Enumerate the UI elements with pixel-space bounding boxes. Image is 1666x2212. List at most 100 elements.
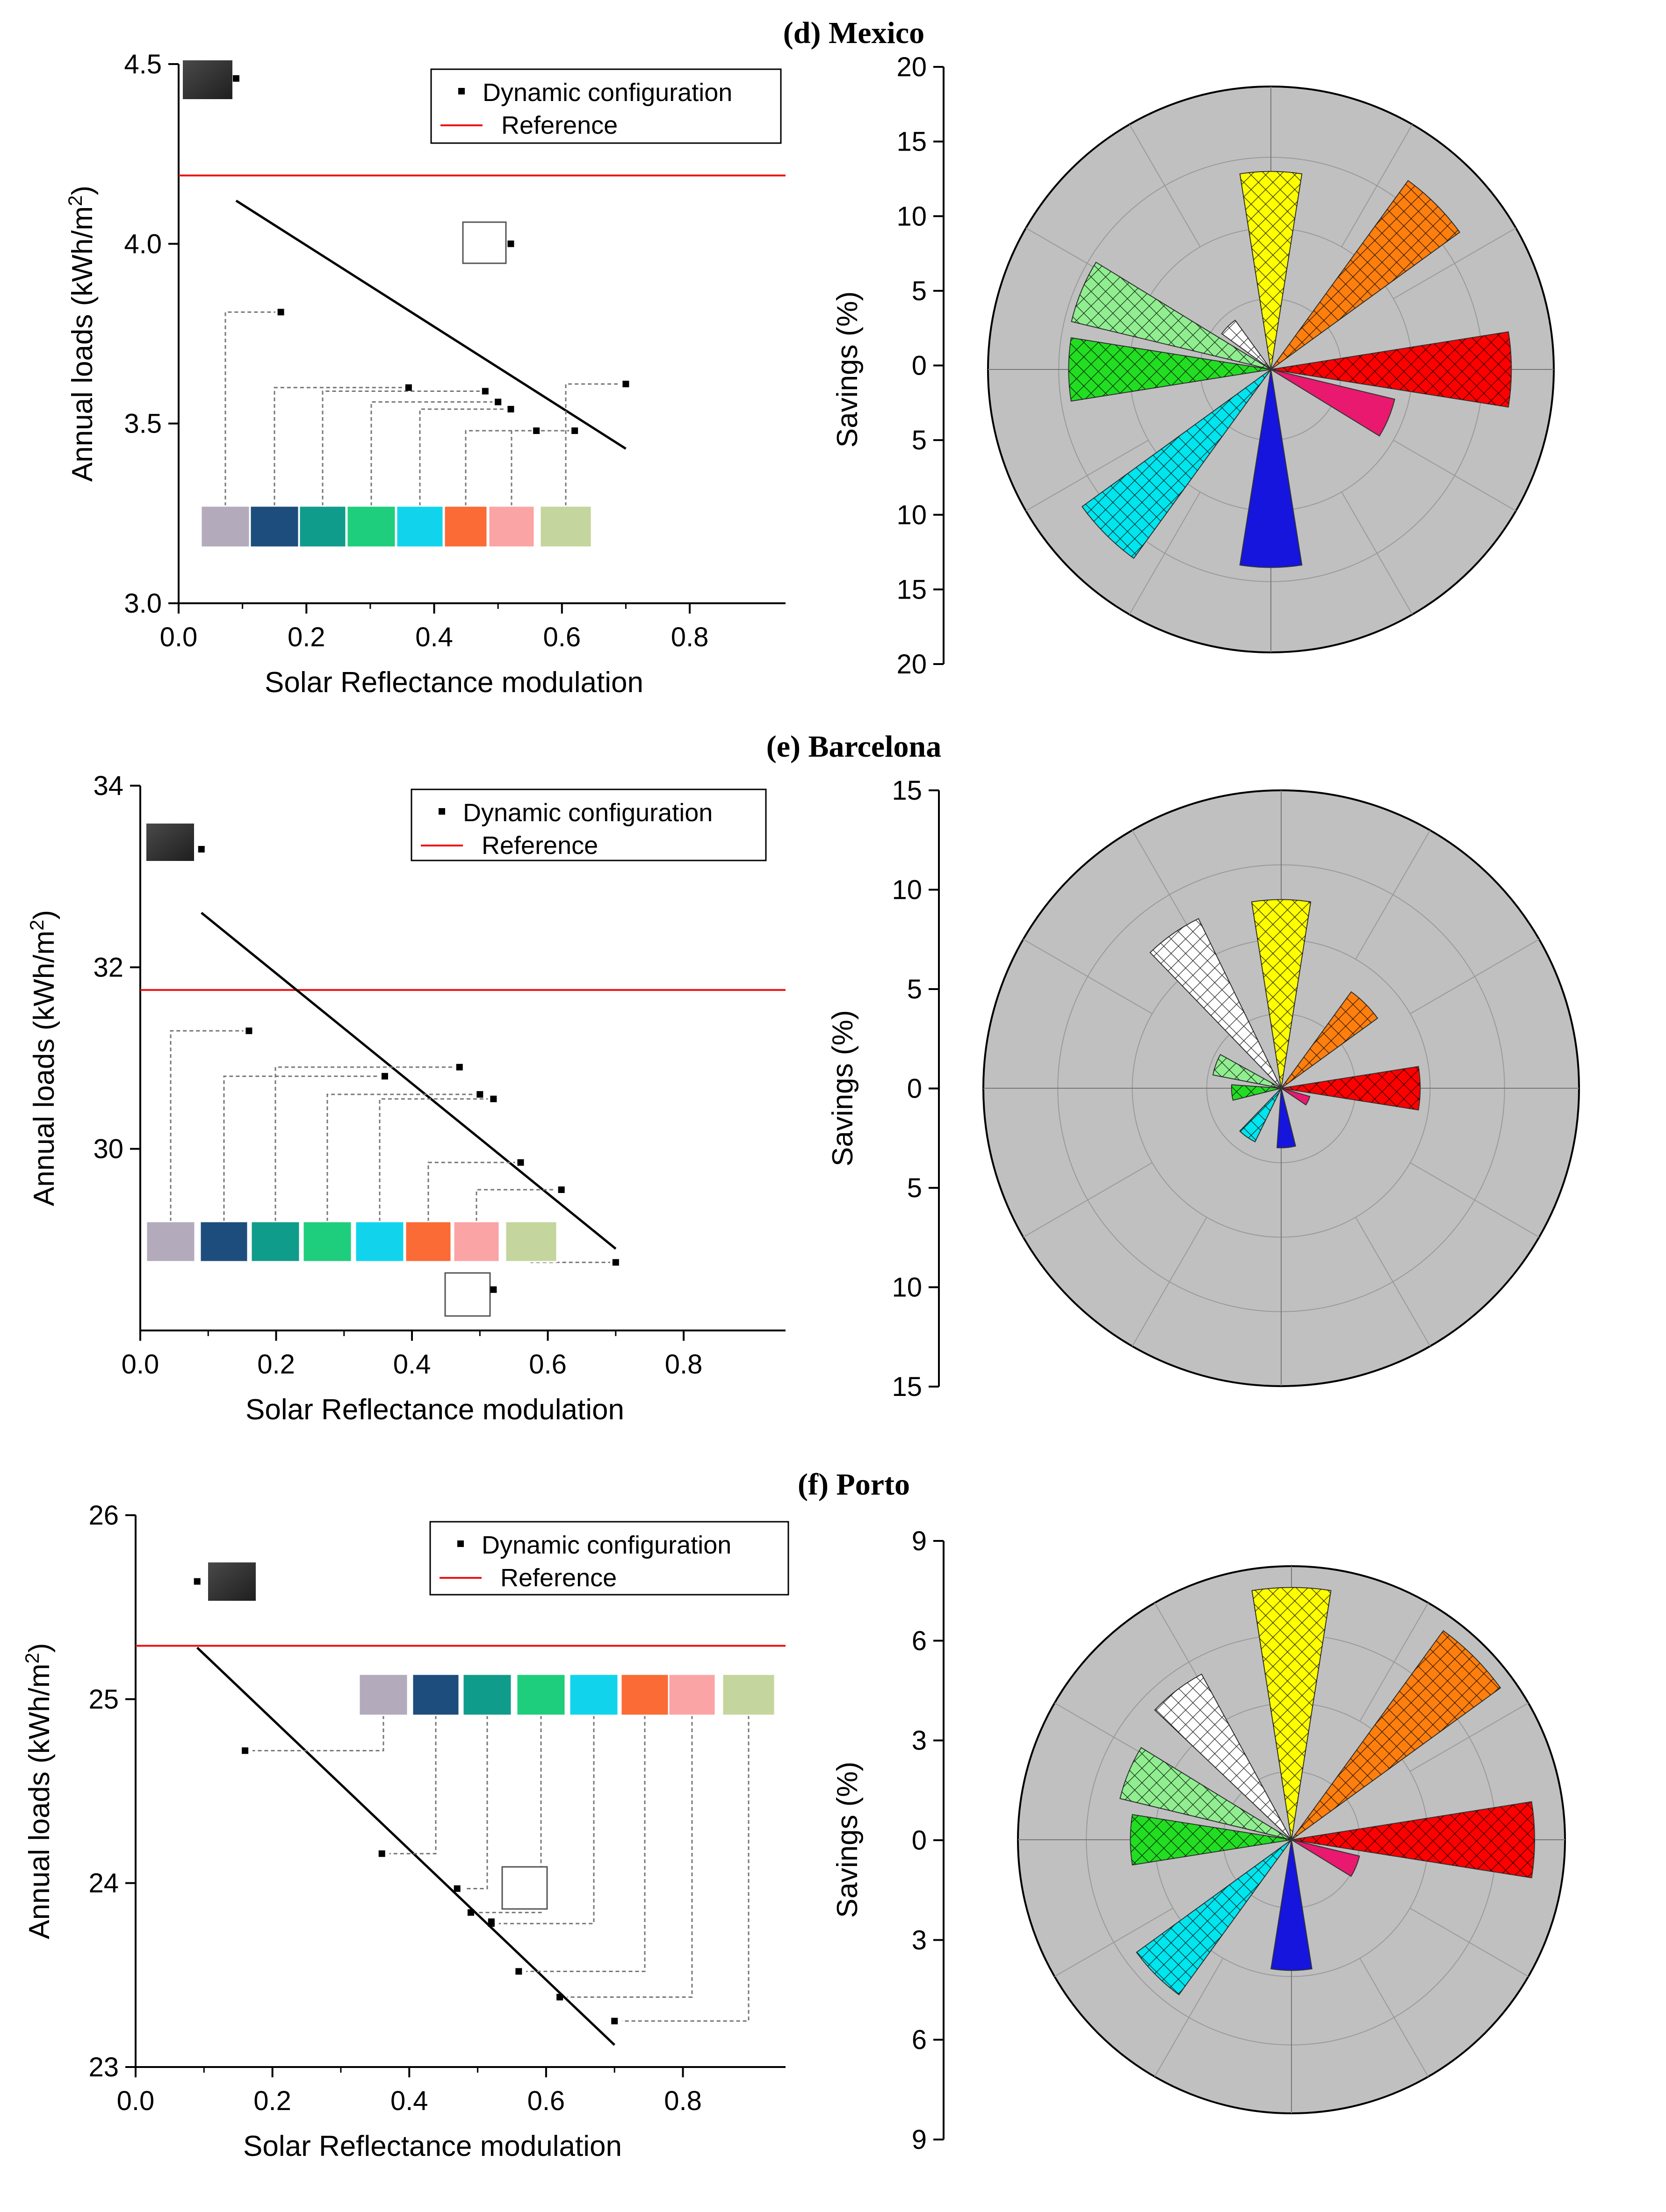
y-axis-label: Annual loads (kWh/m2)	[26, 910, 60, 1206]
barcelona-scatter-chart: 0.0 0.2 0.4 0.6 0.8 30 32 34 Solar Reflectance m…	[26, 771, 786, 1426]
x-tick-label: 0.0	[122, 1349, 159, 1380]
swatch-teal	[298, 505, 347, 548]
barcelona-polar-chart: 15 10 5 0 5 10 15 Savings (%)	[827, 775, 1580, 1402]
polar-spoke	[1393, 227, 1516, 299]
data-point-teal	[482, 388, 489, 395]
leader-line-orange	[465, 430, 531, 506]
leader-line-navy	[223, 1075, 379, 1222]
polar-tick-label: 10	[896, 500, 927, 530]
polar-tick-label: 0	[912, 351, 927, 381]
polar-spoke	[1023, 939, 1153, 1014]
polar-tick-label: 0	[907, 1074, 922, 1104]
leader-line-olive	[565, 383, 620, 506]
porto-scatter-chart: 0.0 0.2 0.4 0.6 0.8 23 24 25 26 Solar Reflectance…	[21, 1500, 789, 2162]
petal-hatch-green	[1130, 1814, 1291, 1865]
petal-blue	[1277, 1088, 1297, 1149]
polar-spoke	[1132, 1217, 1207, 1347]
y-tick-label: 23	[88, 2052, 119, 2082]
petal-pink	[1270, 369, 1395, 437]
data-point-pink	[558, 1186, 565, 1193]
swatch-black	[182, 59, 233, 100]
panel-title-mexico: (d) Mexico	[783, 16, 924, 50]
petal-blue	[1239, 369, 1303, 568]
data-point-black	[198, 846, 205, 853]
polar-tick-label: 10	[896, 201, 927, 231]
swatch-white	[444, 1272, 491, 1317]
swatch-pink	[488, 505, 535, 548]
swatch-olive	[505, 1221, 558, 1263]
petal-hatch-cyan	[1082, 369, 1271, 558]
polar-spoke	[1359, 1958, 1429, 2077]
mexico-polar-chart: 20 15 10 5 0 5 10 15 20 Savings (%)	[831, 52, 1555, 680]
x-tick-label: 0.2	[257, 1349, 295, 1380]
leader-line-olive	[622, 1715, 750, 2022]
x-tick-label: 0.4	[415, 622, 453, 652]
x-axis-label: Solar Reflectance modulation	[243, 2130, 622, 2162]
y-tick-label: 34	[93, 771, 123, 801]
swatch-black	[207, 1561, 257, 1602]
petal-hatch-orange	[1291, 1631, 1500, 1840]
x-tick-label: 0.6	[543, 622, 581, 652]
polar-tick-label: 5	[907, 1173, 922, 1203]
swatch-black	[145, 823, 195, 862]
petal-hatch-yellow	[1240, 171, 1302, 369]
data-point-white	[507, 240, 514, 247]
data-point-navy	[378, 1850, 385, 1857]
x-tick-label: 0.8	[665, 1349, 703, 1380]
legend-marker-dynamic	[457, 1540, 464, 1547]
data-point-green	[495, 398, 502, 405]
legend-label-reference: Reference	[501, 111, 618, 139]
polar-tick-label: 3	[912, 1726, 927, 1756]
data-point-olive	[612, 1259, 619, 1266]
data-point-cyan	[490, 1095, 497, 1102]
swatch-orange	[404, 1221, 452, 1263]
y-axis-label-close: )	[23, 1643, 56, 1653]
swatch-lavender	[358, 1673, 409, 1716]
leader-line-cyan	[379, 1098, 488, 1222]
x-tick-label: 0.2	[288, 622, 325, 652]
polar-tick-label: 9	[912, 1526, 927, 1556]
legend-label-dynamic: Dynamic configuration	[482, 1531, 731, 1559]
polar-spoke	[1409, 1908, 1529, 1977]
polar-tick-label: 20	[896, 649, 927, 680]
polar-tick-label: 15	[892, 775, 922, 806]
petal-hatch-red	[1281, 1066, 1421, 1110]
petal-hatch-white	[1154, 1674, 1291, 1840]
data-point-green	[476, 1091, 483, 1098]
data-point-white	[490, 1286, 497, 1293]
polar-tick-label: 20	[896, 52, 927, 82]
leader-line-lavender	[224, 311, 275, 506]
y-tick-label: 26	[88, 1500, 119, 1531]
leader-line-navy	[274, 387, 403, 506]
regression-line	[201, 911, 617, 1250]
leader-line-green	[326, 1093, 475, 1222]
polar-tick-label: 10	[892, 875, 922, 905]
x-tick-label: 0.4	[390, 2086, 428, 2116]
swatch-lavender	[200, 505, 251, 548]
data-point-green	[467, 1909, 474, 1916]
petal-hatch-yellow	[1252, 1587, 1331, 1840]
petal-hatch-orange	[1271, 181, 1460, 369]
polar-tick-label: 15	[892, 1372, 922, 1402]
x-axis-label: Solar Reflectance modulation	[245, 1394, 624, 1426]
polar-spoke	[1355, 830, 1431, 960]
petal-hatch-red	[1291, 1801, 1535, 1878]
mexico-scatter-chart: 0.0 0.2 0.4 0.6 0.8 3.0 3.5 4.0 4.5 Solar Reflect…	[64, 49, 786, 699]
data-point-olive	[622, 381, 629, 388]
polar-spoke	[1359, 1602, 1429, 1722]
petal-hatch-lightgreen	[1213, 1054, 1281, 1088]
polar-spoke	[1410, 939, 1540, 1014]
petal-hatch-orange	[1281, 991, 1378, 1088]
polar-tick-label: 10	[892, 1272, 922, 1303]
regression-line	[235, 199, 627, 450]
polar-spoke	[1023, 1162, 1153, 1238]
polar-spoke	[1129, 492, 1201, 615]
polar-tick-label: 5	[912, 276, 927, 306]
swatch-pink	[453, 1221, 500, 1263]
data-point-black	[194, 1578, 201, 1585]
x-tick-label: 0.8	[664, 2086, 702, 2116]
leader-line-teal	[464, 1715, 488, 1889]
legend-box	[429, 1521, 789, 1596]
polar-spoke	[1154, 1958, 1224, 2077]
y-axis-label-superscript: 2	[21, 1653, 43, 1663]
